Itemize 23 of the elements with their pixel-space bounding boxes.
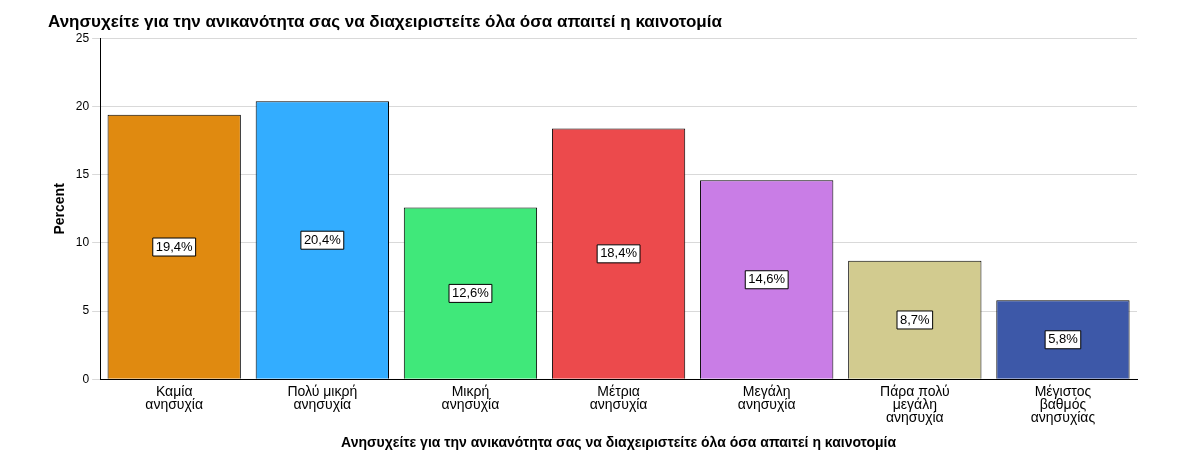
x-tick-label: Καμία ανησυχία (145, 382, 204, 413)
data-label: 14,6% (748, 271, 786, 287)
x-axis-title: Ανησυχείτε για την ανικανότητα σας να διαχειριστείτε όλα όσα απαιτεί η καινοτομία (341, 434, 897, 451)
data-label: 20,4% (303, 231, 342, 247)
y-tick-label: 5 (82, 303, 90, 318)
y-tick-label: 0 (82, 371, 90, 386)
x-tick-label: Μέγιστος βαθμός ανησυχίας (1030, 382, 1096, 426)
y-tick-label: 10 (75, 235, 90, 250)
data-label: 5,8% (1048, 331, 1079, 347)
x-tick-label: Μέτρια ανησυχία (589, 382, 648, 413)
data-label: 12,6% (452, 284, 490, 300)
chart-title: Ανησυχείτε για την ανικανότητα σας να διαχειριστείτε όλα όσα απαιτεί η καινοτομία (48, 11, 723, 31)
data-label: 8,7% (900, 311, 931, 327)
y-tick-label: 15 (75, 167, 90, 182)
x-tick-label: Πάρα πολύ μεγάλη ανησυχία (880, 382, 950, 426)
data-label: 18,4% (600, 245, 638, 261)
y-axis-title: Percent (51, 182, 68, 235)
y-tick-label: 20 (75, 98, 90, 113)
x-tick-label: Μικρή ανησυχία (441, 382, 500, 413)
data-label: 19,4% (155, 238, 194, 254)
x-tick-label: Μεγάλη ανησυχία (737, 382, 796, 413)
x-tick-label: Πολύ μικρή ανησυχία (287, 382, 358, 413)
y-tick-label: 25 (75, 30, 90, 45)
